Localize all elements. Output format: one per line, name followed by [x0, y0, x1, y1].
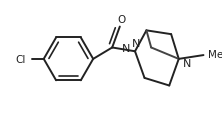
Text: Cl: Cl	[15, 54, 26, 64]
Text: N: N	[132, 38, 140, 48]
Text: Me: Me	[208, 50, 222, 60]
Text: O: O	[118, 15, 126, 25]
Text: N: N	[183, 58, 192, 68]
Text: N: N	[122, 44, 131, 54]
